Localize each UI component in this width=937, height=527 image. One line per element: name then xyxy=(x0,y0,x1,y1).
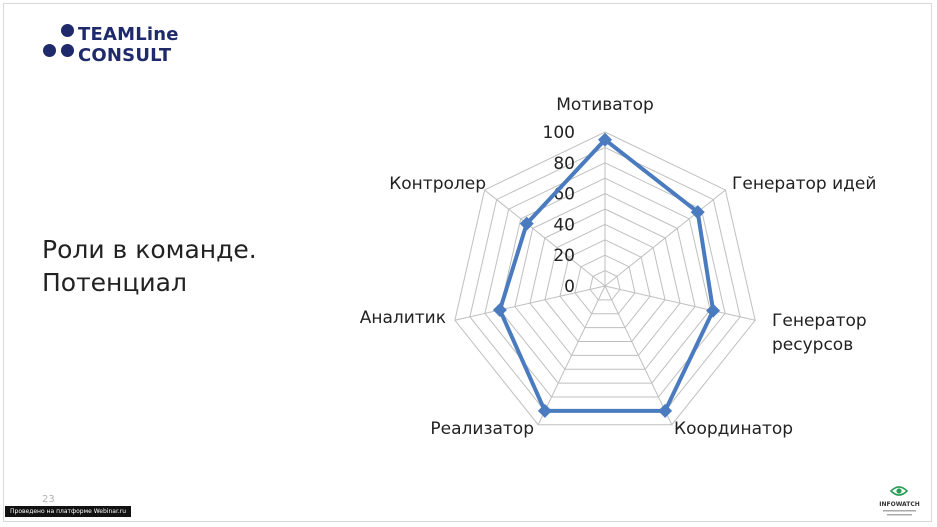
grid-ring xyxy=(544,223,666,342)
logo-dot-icon xyxy=(61,44,74,57)
grid-spoke xyxy=(604,285,756,321)
platform-note: Проведено на платформе Webinar.ru xyxy=(5,506,132,517)
teamline-logo: TEAMLine CONSULT xyxy=(40,21,200,67)
axis-tick-label: 100 xyxy=(543,123,575,143)
axis-tick-label: 20 xyxy=(553,246,575,266)
grid-spoke xyxy=(454,285,606,321)
data-point-marker xyxy=(706,303,721,318)
infowatch-label: INFOWATCH xyxy=(879,501,920,508)
axis-tick-label: 80 xyxy=(553,154,575,174)
category-label: Генератор xyxy=(772,311,867,331)
category-label: Контролер xyxy=(389,174,486,194)
data-point-marker xyxy=(690,205,705,220)
logo-text-line2: CONSULT xyxy=(78,45,172,66)
slide-frame: TEAMLine CONSULT Роли в команде. Потенци… xyxy=(3,3,932,522)
slide-title: Роли в команде. Потенциал xyxy=(42,233,257,299)
slide-title-line1: Роли в команде. xyxy=(42,235,257,264)
grid-spoke xyxy=(604,285,673,425)
grid-ring xyxy=(484,162,726,398)
category-label: Реализатор xyxy=(430,419,534,439)
grid-ring xyxy=(514,193,696,370)
eye-pupil xyxy=(896,488,902,494)
logo-text-line1: TEAMLine xyxy=(78,24,179,45)
grid-ring xyxy=(529,208,681,356)
grid-spoke xyxy=(484,189,606,287)
category-label: ресурсов xyxy=(772,335,853,355)
infowatch-logo: INFOWATCH xyxy=(872,482,927,520)
logo-dot-icon xyxy=(43,44,56,57)
axis-tick-label: 40 xyxy=(553,215,575,235)
page-number: 23 xyxy=(42,494,55,505)
grid-ring xyxy=(559,239,651,329)
grid-spoke xyxy=(537,285,606,425)
grid-ring xyxy=(574,254,636,315)
axis-tick-label: 0 xyxy=(564,277,575,297)
category-label: Мотиватор xyxy=(556,95,654,115)
data-point-marker xyxy=(519,216,534,231)
grid-ring xyxy=(499,177,711,384)
category-label: Аналитик xyxy=(360,308,446,328)
logo-dot-icon xyxy=(61,24,74,37)
grid-ring xyxy=(454,131,756,426)
axis-tick-label: 60 xyxy=(553,185,575,205)
radar-grid xyxy=(454,131,756,426)
data-point-marker xyxy=(492,302,507,317)
eye-icon xyxy=(889,486,909,496)
series-line xyxy=(497,137,716,413)
radar-chart: 0 20 40 60 80 100 Мотиватор Генератор идей Гене… xyxy=(360,95,877,439)
radar-tick-labels: 0 20 40 60 80 100 xyxy=(543,123,575,297)
data-point-marker xyxy=(537,403,552,418)
tagline-line xyxy=(883,510,916,512)
radar-category-labels: Мотиватор Генератор идей Генератор ресурсов… xyxy=(360,95,877,439)
grid-ring xyxy=(589,270,621,301)
category-label: Координатор xyxy=(674,419,793,439)
radar-series xyxy=(492,132,721,418)
data-point-marker xyxy=(598,132,612,147)
category-label: Генератор идей xyxy=(732,174,876,194)
data-point-marker xyxy=(658,403,673,418)
tagline-line xyxy=(887,514,912,516)
grid-spoke xyxy=(604,189,726,287)
slide-title-line2: Потенциал xyxy=(42,268,187,297)
